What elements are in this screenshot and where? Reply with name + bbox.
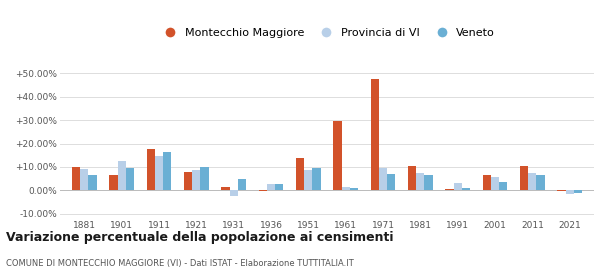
Bar bbox=[313, 168, 320, 190]
Bar bbox=[334, 121, 341, 190]
Bar bbox=[566, 190, 574, 194]
Bar bbox=[267, 185, 275, 190]
Bar bbox=[109, 175, 118, 190]
Bar bbox=[445, 189, 454, 190]
Bar bbox=[341, 187, 350, 190]
Bar bbox=[155, 157, 163, 190]
Bar bbox=[350, 188, 358, 190]
Bar bbox=[275, 185, 283, 190]
Bar bbox=[557, 190, 566, 192]
Bar bbox=[184, 172, 192, 190]
Bar bbox=[499, 182, 508, 190]
Bar bbox=[528, 173, 536, 190]
Bar bbox=[379, 168, 387, 190]
Bar bbox=[238, 179, 246, 190]
Bar bbox=[221, 187, 230, 190]
Bar bbox=[536, 175, 545, 190]
Bar bbox=[146, 149, 155, 190]
Bar bbox=[424, 175, 433, 190]
Bar bbox=[80, 169, 88, 190]
Bar bbox=[387, 174, 395, 190]
Bar bbox=[454, 183, 462, 190]
Bar bbox=[72, 167, 80, 190]
Bar bbox=[304, 171, 313, 190]
Bar bbox=[416, 173, 424, 190]
Bar bbox=[88, 175, 97, 190]
Bar bbox=[574, 190, 582, 193]
Bar bbox=[520, 166, 528, 190]
Bar bbox=[371, 79, 379, 190]
Bar bbox=[230, 190, 238, 196]
Bar bbox=[163, 152, 171, 190]
Text: Variazione percentuale della popolazione ai censimenti: Variazione percentuale della popolazione… bbox=[6, 231, 394, 244]
Bar bbox=[259, 190, 267, 192]
Bar bbox=[483, 175, 491, 190]
Legend: Montecchio Maggiore, Provincia di VI, Veneto: Montecchio Maggiore, Provincia di VI, Ve… bbox=[155, 23, 499, 42]
Bar bbox=[192, 171, 200, 190]
Bar bbox=[491, 178, 499, 190]
Bar bbox=[126, 168, 134, 190]
Bar bbox=[408, 166, 416, 190]
Bar bbox=[200, 167, 209, 190]
Bar bbox=[118, 161, 126, 190]
Text: COMUNE DI MONTECCHIO MAGGIORE (VI) - Dati ISTAT - Elaborazione TUTTITALIA.IT: COMUNE DI MONTECCHIO MAGGIORE (VI) - Dat… bbox=[6, 259, 354, 268]
Bar bbox=[296, 158, 304, 190]
Bar bbox=[462, 188, 470, 190]
